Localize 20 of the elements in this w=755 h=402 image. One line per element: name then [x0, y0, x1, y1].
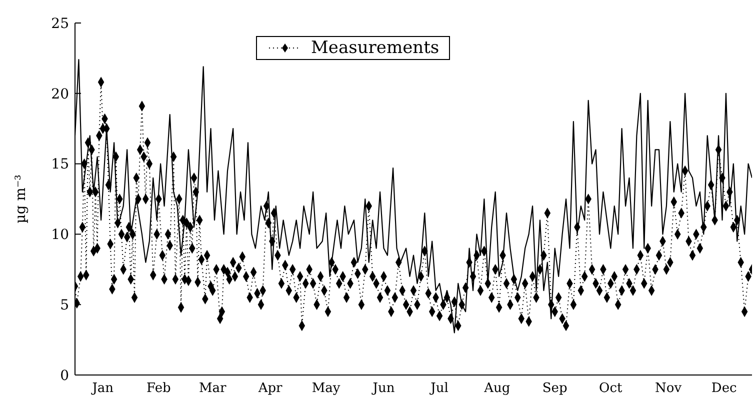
x-tick-label: Apr — [257, 381, 284, 396]
x-tick-label: Mar — [198, 381, 228, 396]
y-tick-label: 15 — [51, 156, 69, 173]
y-tick-label: 10 — [51, 227, 69, 244]
x-tick-label: Sep — [542, 381, 568, 396]
x-tick-label: Aug — [483, 381, 510, 396]
y-tick-label: 5 — [60, 298, 69, 314]
x-tick-label: Jul — [428, 381, 448, 396]
x-tick-label: Feb — [146, 381, 171, 396]
x-tick-label: Dec — [711, 381, 737, 396]
y-axis-title: µg m⁻³ — [12, 174, 29, 224]
x-tick-label: Jun — [370, 381, 396, 396]
x-tick-label: Nov — [655, 381, 682, 396]
legend-label: Measurements — [311, 38, 440, 58]
x-tick-label: Oct — [599, 381, 623, 396]
x-tick-label: Jan — [90, 381, 114, 396]
y-tick-label: 0 — [60, 368, 69, 384]
y-tick-label: 25 — [51, 16, 69, 32]
x-tick-label: May — [312, 381, 341, 396]
y-tick-label: 20 — [51, 86, 69, 102]
